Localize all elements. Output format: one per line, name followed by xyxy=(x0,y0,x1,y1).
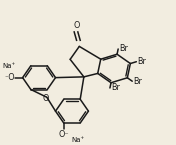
Text: O: O xyxy=(74,21,80,30)
Text: O: O xyxy=(43,94,49,103)
Text: Br: Br xyxy=(133,77,142,86)
Text: Na⁺: Na⁺ xyxy=(71,137,84,143)
Text: Br: Br xyxy=(137,57,146,66)
Text: ⁻O: ⁻O xyxy=(4,73,15,82)
Text: Br: Br xyxy=(119,45,128,54)
Text: O⁻: O⁻ xyxy=(58,130,69,139)
Text: Na⁺: Na⁺ xyxy=(2,63,15,69)
Text: Br: Br xyxy=(111,84,120,93)
